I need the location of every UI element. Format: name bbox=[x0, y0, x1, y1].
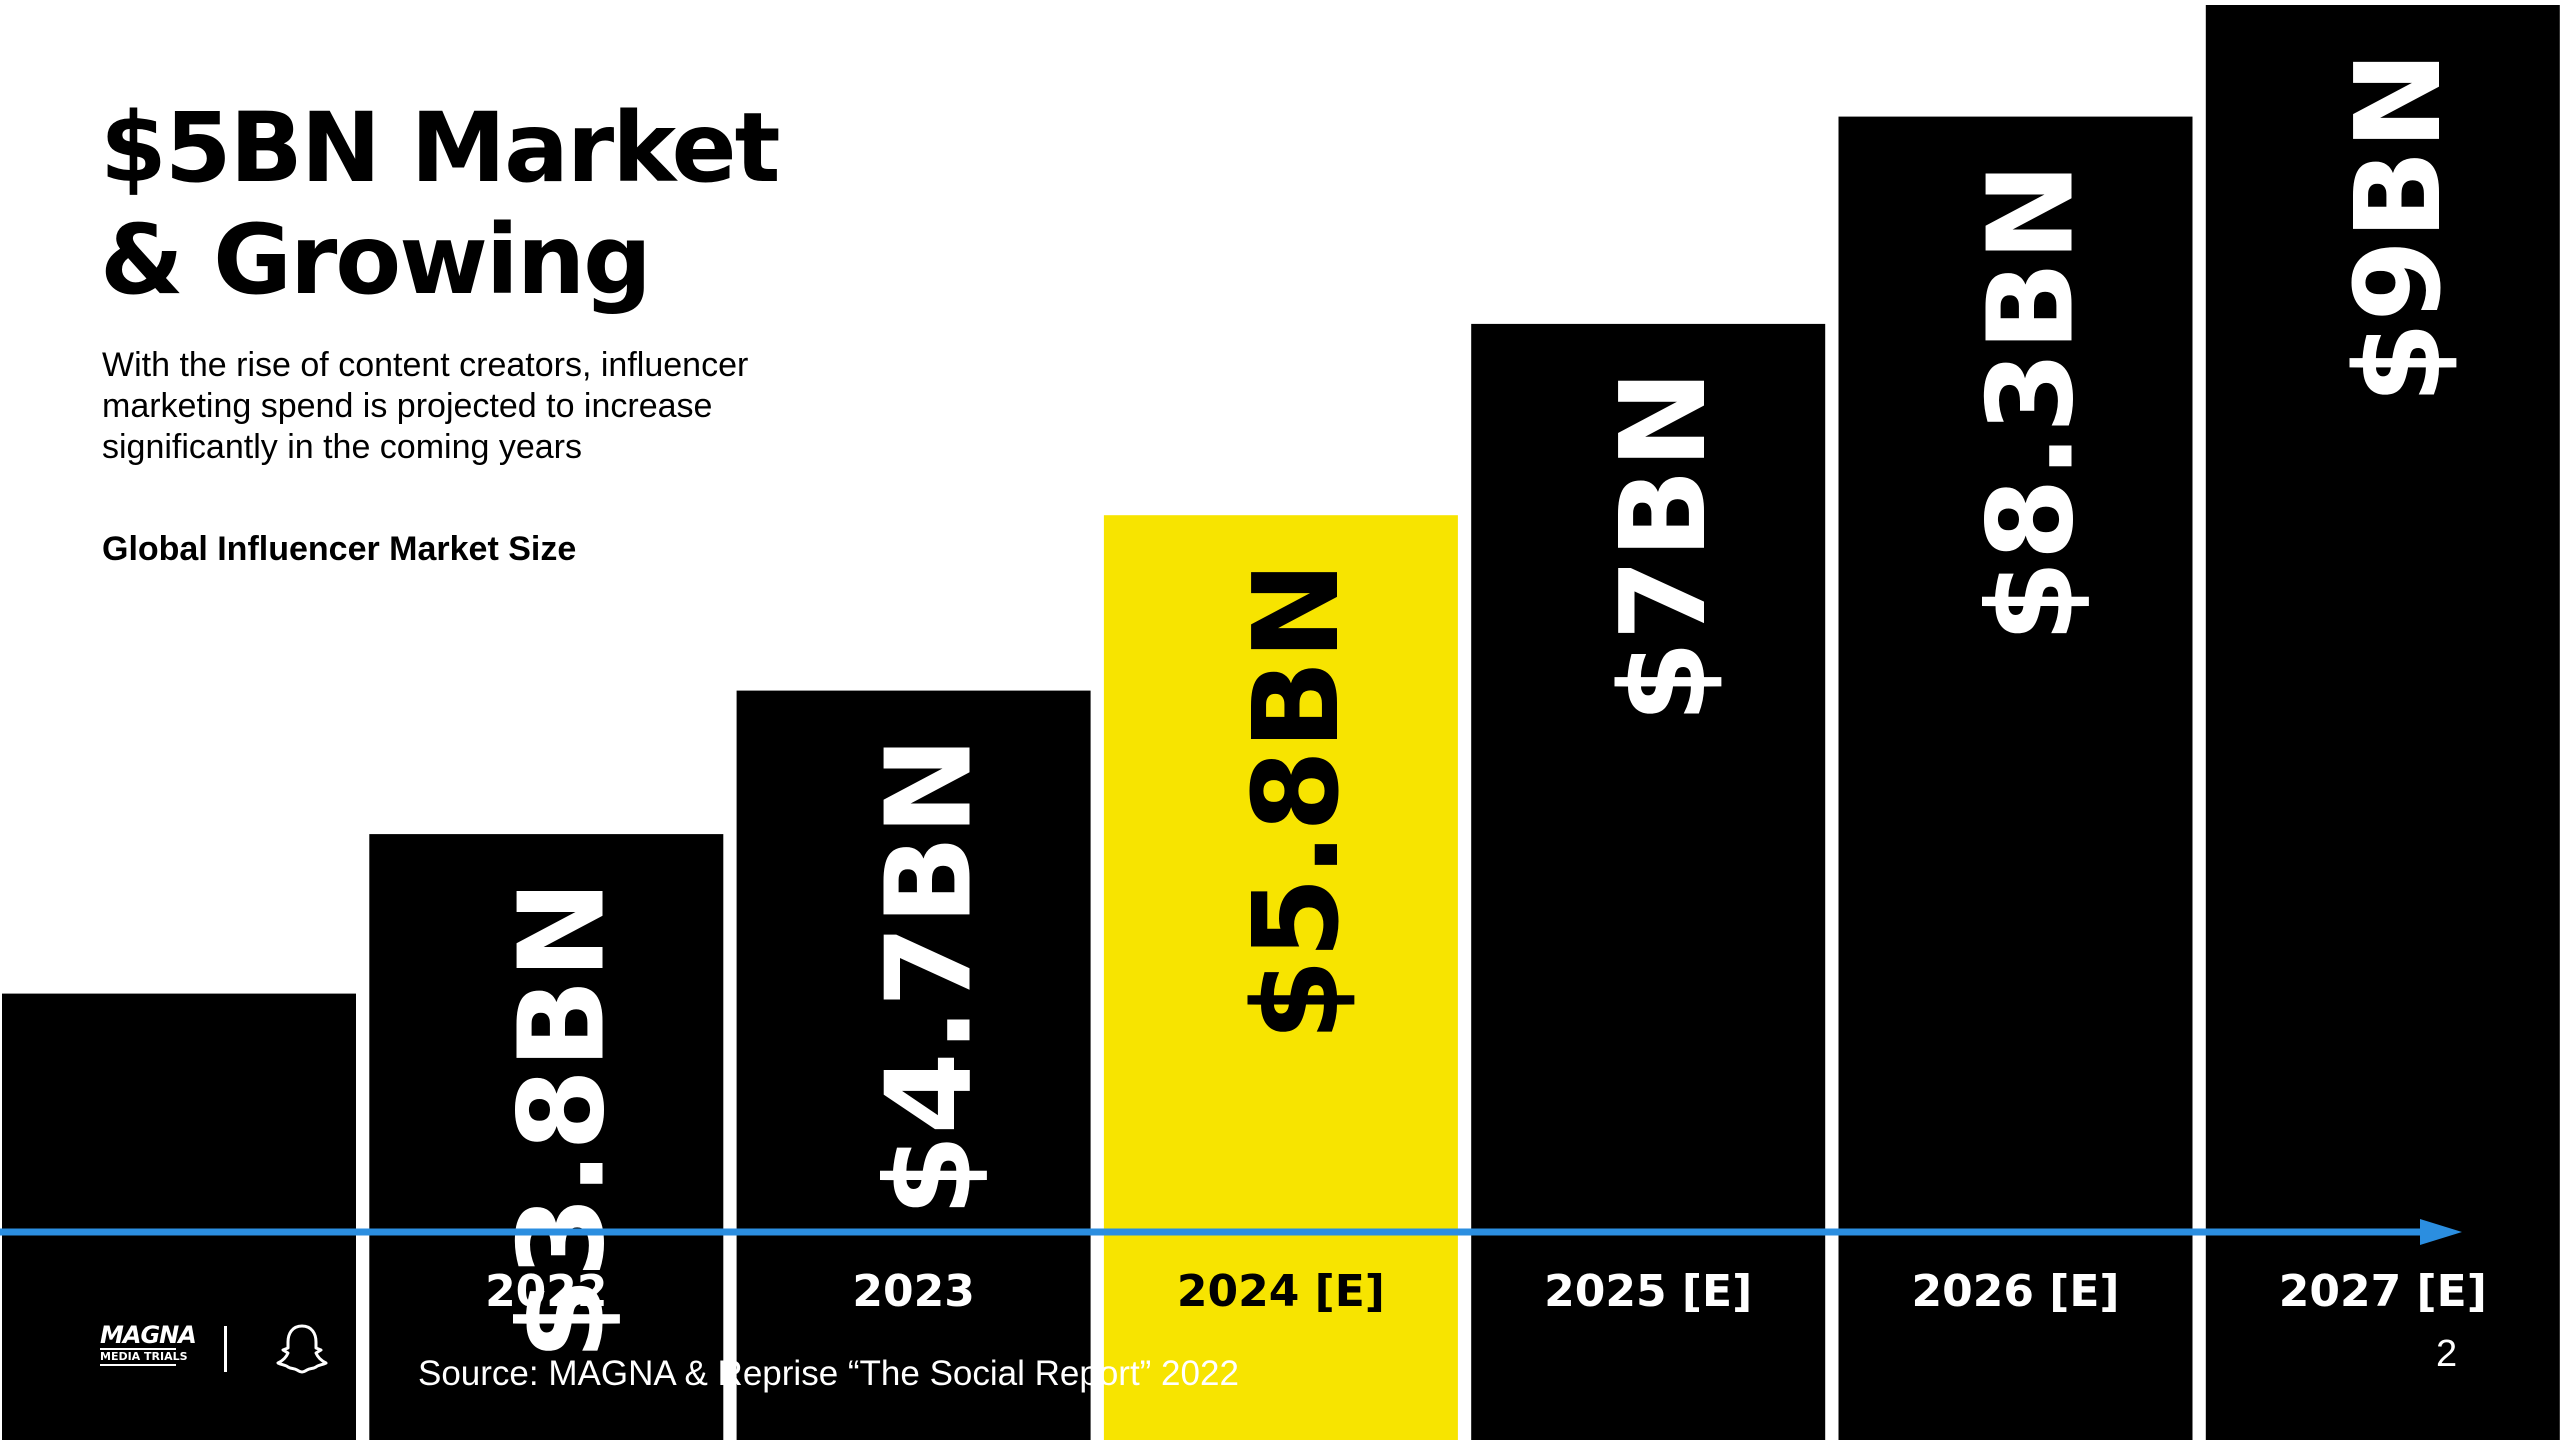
bar-0 bbox=[2, 993, 356, 1440]
bar-4 bbox=[1471, 323, 1826, 1440]
value-label-1: $3.8BN bbox=[492, 880, 630, 1360]
page-number: 2 bbox=[2436, 1333, 2458, 1375]
magna-logo: MAGNA MEDIA TRIALS bbox=[100, 1321, 197, 1366]
category-label-3: 2024 [E] bbox=[1177, 1266, 1385, 1317]
slide-subtitle-line-3: significantly in the coming years bbox=[102, 428, 583, 466]
value-label-2: $4.7BN bbox=[860, 737, 998, 1217]
slide-title-line-1: $5BN Market bbox=[100, 92, 780, 204]
timeline-arrow-head bbox=[2420, 1219, 2462, 1245]
value-label-6: $9BN bbox=[2329, 51, 2467, 404]
bars-group bbox=[2, 5, 2560, 1440]
slide-title: $5BN Market & Growing bbox=[100, 92, 780, 316]
category-label-2: 2023 bbox=[852, 1266, 974, 1317]
bar-3 bbox=[1103, 515, 1458, 1440]
category-labels-group: 2022 2023 2024 [E] 2025 [E] 2026 [E] 2027 [E] bbox=[485, 1266, 2487, 1317]
category-label-5: 2026 [E] bbox=[1911, 1266, 2119, 1317]
slide-subtitle-line-1: With the rise of content creators, influ… bbox=[102, 346, 749, 384]
value-label-3: $5.8BN bbox=[1227, 561, 1365, 1041]
slide-subtitle: With the rise of content creators, influ… bbox=[102, 345, 822, 468]
category-label-1: 2022 bbox=[485, 1266, 607, 1317]
snapchat-ghost-icon bbox=[276, 1324, 328, 1374]
bar-2 bbox=[736, 690, 1091, 1440]
timeline-axis bbox=[0, 1219, 2462, 1245]
bar-5 bbox=[1838, 116, 2193, 1440]
slide-title-line-2: & Growing bbox=[100, 204, 652, 316]
value-label-5: $8.3BN bbox=[1962, 163, 2100, 643]
slide-subtitle-line-2: marketing spend is projected to increase bbox=[102, 387, 713, 425]
magna-logo-top: MAGNA bbox=[100, 1321, 197, 1349]
magna-logo-bottom: MEDIA TRIALS bbox=[100, 1348, 188, 1366]
chart-label: Global Influencer Market Size bbox=[102, 530, 577, 568]
category-label-4: 2025 [E] bbox=[1544, 1266, 1752, 1317]
source-note: Source: MAGNA & Reprise “The Social Repo… bbox=[418, 1354, 1239, 1393]
category-label-6: 2027 [E] bbox=[2279, 1266, 2487, 1317]
bar-6 bbox=[2205, 5, 2560, 1440]
value-labels-group: $3.8BN $4.7BN $5.8BN $7BN $8.3BN $9BN bbox=[492, 51, 2467, 1360]
value-label-4: $7BN bbox=[1594, 370, 1732, 723]
bar-1 bbox=[369, 834, 724, 1440]
logo-divider bbox=[224, 1326, 227, 1372]
